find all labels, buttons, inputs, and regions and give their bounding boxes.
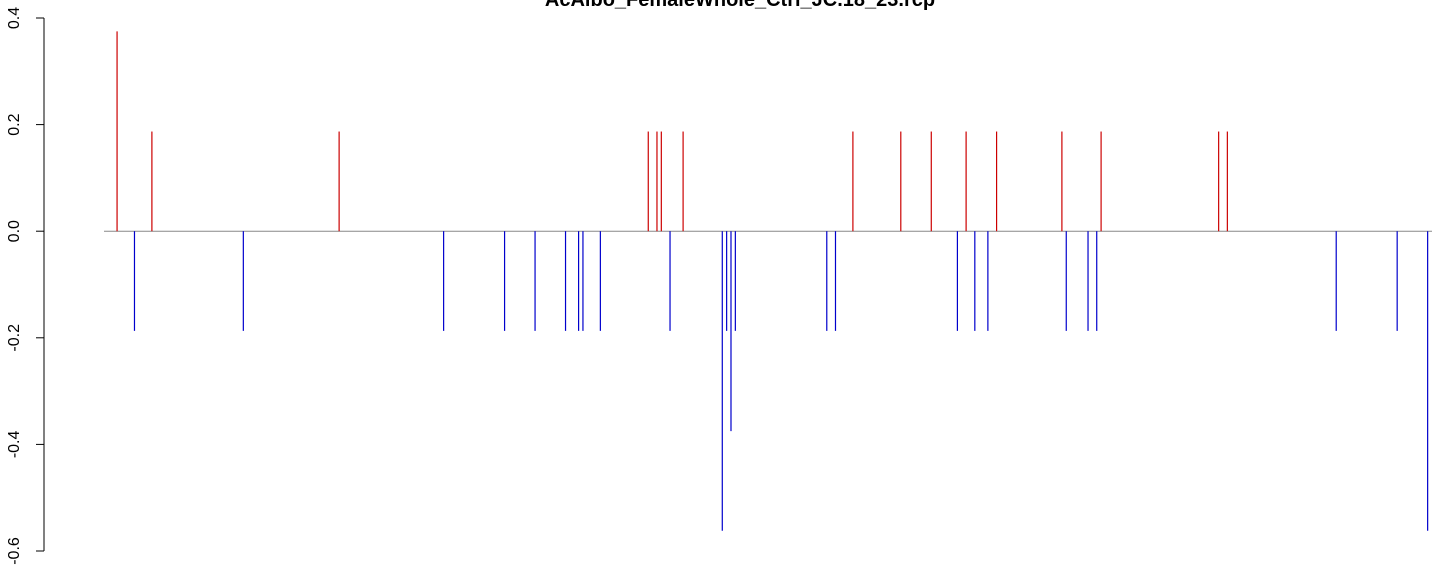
y-ticks: -0.6 -0.4 -0.2 0.0 0.2 0.4 — [6, 7, 44, 565]
y-tick-label: 0.4 — [6, 7, 23, 29]
y-tick-label: -0.2 — [6, 324, 23, 352]
y-tick-label: -0.6 — [6, 537, 23, 565]
chart-title: AcAlbo_FemaleWhole_Ctrl_JC.18_23.rcp — [545, 0, 935, 11]
y-axis: -0.6 -0.4 -0.2 0.0 0.2 0.4 — [6, 7, 45, 565]
y-tick-label: -0.4 — [6, 431, 23, 459]
y-tick-label: 0.2 — [6, 113, 23, 135]
y-tick-label: 0.0 — [6, 220, 23, 242]
data-bars — [116, 31, 1429, 531]
